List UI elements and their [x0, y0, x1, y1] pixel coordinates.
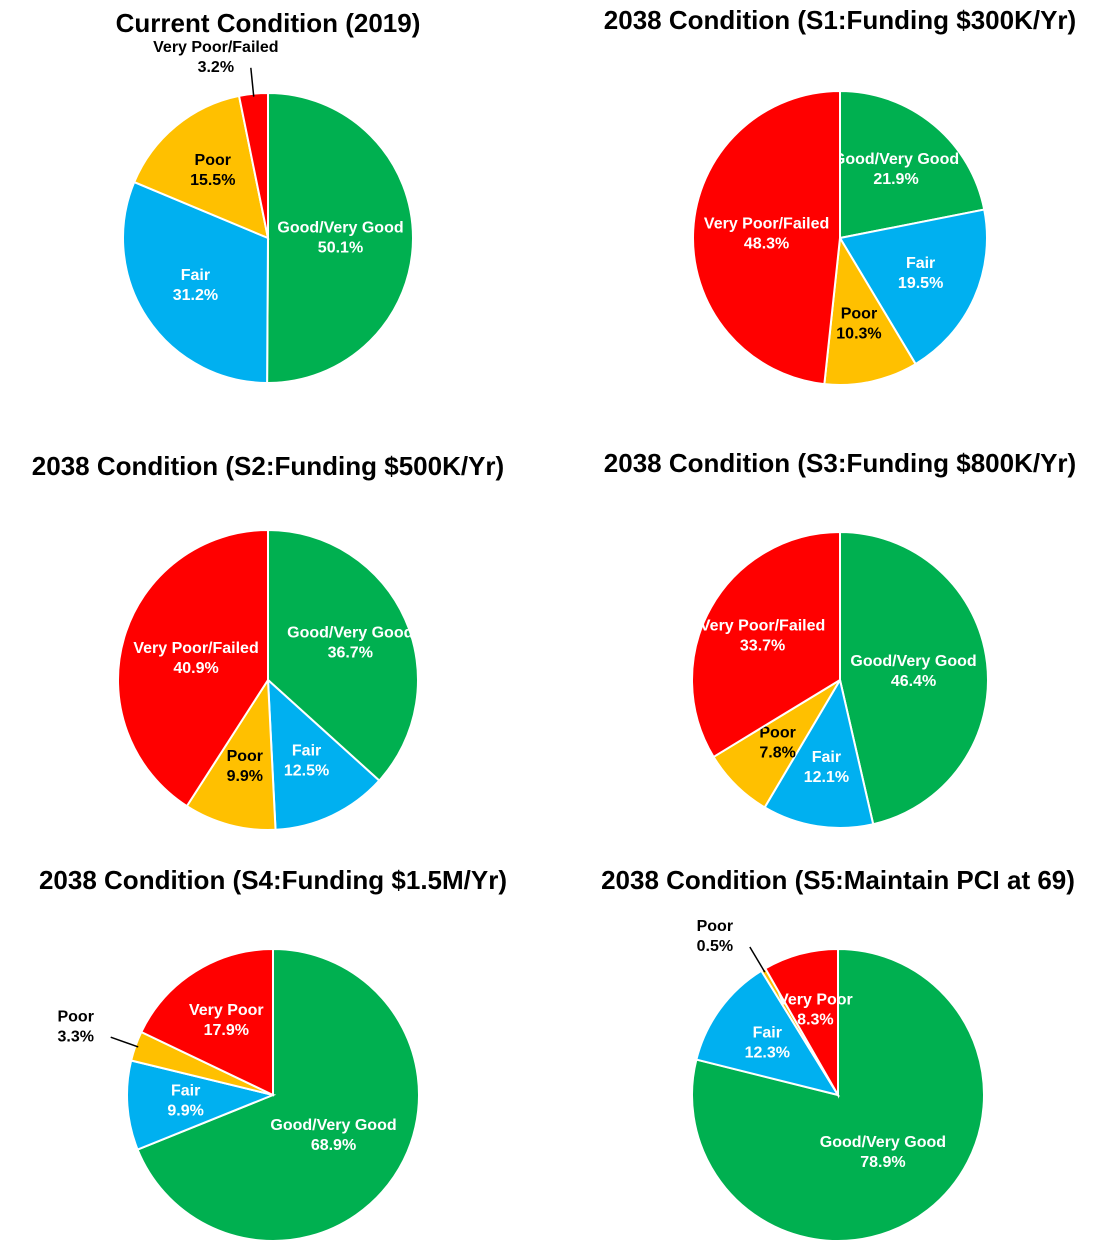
slice-value-label: 46.4% [891, 673, 936, 690]
slice-value-label: 17.9% [204, 1022, 249, 1039]
pie-slice [136, 947, 420, 1242]
pie-slice [126, 1059, 277, 1151]
slice-value-label: 3.2% [198, 59, 234, 76]
slice-category: Good/Very Good [833, 151, 959, 168]
slice-value-label: 3.3% [57, 1028, 93, 1045]
slice-value-label: 40.9% [173, 660, 218, 677]
slice-category: Poor [227, 748, 263, 765]
slice-value-label: 50.1% [318, 239, 363, 256]
slice-value-label: 36.7% [328, 645, 373, 662]
slice-category: Very Poor/Failed [704, 215, 829, 232]
slice-category: Poor [57, 1008, 93, 1025]
slice-value-label: 10.3% [836, 325, 881, 342]
pie-slice [117, 528, 269, 808]
slice-value-label: 68.9% [311, 1137, 356, 1154]
pie-slice [132, 94, 270, 240]
pie-slice [266, 677, 381, 831]
pie-chart: 2038 Condition (S1:Funding $300K/Yr) Good… [604, 5, 1076, 386]
slice-category: Fair [812, 749, 841, 766]
chart-title: 2038 Condition (S2:Funding $500K/Yr) [32, 451, 504, 481]
pie-slice [122, 180, 270, 385]
slice-category: Good/Very Good [287, 625, 413, 642]
slice-category: Very Poor [778, 992, 853, 1009]
slice-value-label: 9.9% [167, 1103, 203, 1120]
pie-slice [267, 528, 419, 783]
slice-value-label: 12.1% [804, 769, 849, 786]
slice-value-label: 9.9% [227, 768, 263, 785]
slice-value-label: 0.5% [697, 938, 733, 955]
slice-value-label: 12.3% [745, 1045, 790, 1062]
slice-category: Good/Very Good [850, 653, 976, 670]
chart-title: 2038 Condition (S3:Funding $800K/Yr) [604, 448, 1076, 478]
pie-chart: 2038 Condition (S3:Funding $800K/Yr) Good… [604, 448, 1076, 829]
leader-line [110, 1036, 139, 1048]
slice-category: Good/Very Good [277, 219, 403, 236]
slice-value-label: 12.5% [284, 763, 329, 780]
pie-slice [823, 234, 917, 386]
slice-category: Poor [841, 305, 877, 322]
pie-slice [695, 969, 841, 1097]
slice-category: Good/Very Good [820, 1134, 946, 1151]
chart-title: 2038 Condition (S5:Maintain PCI at 69) [601, 865, 1075, 895]
slice-category: Poor [195, 152, 231, 169]
slice-category: Poor [697, 918, 733, 935]
leader-line [250, 67, 255, 97]
pie-slice [691, 530, 841, 759]
slice-value-label: 7.8% [759, 744, 795, 761]
chart-title: 2038 Condition (S4:Funding $1.5M/Yr) [39, 865, 507, 895]
slice-value-label: 21.9% [873, 171, 918, 188]
pie-slice [839, 530, 989, 826]
slice-category: Very Poor/Failed [133, 640, 258, 657]
slice-category: Fair [171, 1083, 200, 1100]
slice-value-label: 31.2% [173, 287, 218, 304]
slice-value-label: 33.7% [740, 638, 785, 655]
pie-slice [266, 91, 415, 384]
pie-slice [692, 89, 841, 386]
slice-category: Fair [753, 1025, 782, 1042]
slice-value-label: 15.5% [190, 172, 235, 189]
slice-category: Very Poor/Failed [700, 618, 825, 635]
slice-category: Very Poor/Failed [153, 39, 278, 56]
chart-title: 2038 Condition (S1:Funding $300K/Yr) [604, 5, 1076, 35]
slice-value-label: 78.9% [860, 1154, 905, 1171]
pie-slice [763, 677, 875, 829]
slice-category: Fair [906, 255, 935, 272]
chart-title: Current Condition (2019) [116, 8, 421, 38]
pie-slice [763, 947, 839, 1099]
slice-value-label: 19.5% [898, 275, 943, 292]
slice-category: Very Poor [189, 1002, 264, 1019]
slice-category: Good/Very Good [270, 1117, 396, 1134]
pie-slice [839, 89, 986, 240]
slice-category: Poor [759, 724, 795, 741]
pie-chart: Current Condition (2019) Good/Very Good 50… [116, 8, 421, 385]
slice-value-label: 8.3% [797, 1012, 833, 1029]
pie-slice [838, 208, 988, 366]
pie-slice [139, 947, 274, 1097]
slice-category: Fair [181, 267, 210, 284]
pie-chart: 2038 Condition (S2:Funding $500K/Yr) Good… [32, 451, 504, 831]
pie-chart: 2038 Condition (S4:Funding $1.5M/Yr) Good… [39, 865, 507, 1242]
slice-value-label: 48.3% [744, 235, 789, 252]
pie-slice [185, 676, 277, 831]
slice-category: Fair [292, 743, 321, 760]
leader-line [749, 946, 766, 973]
pie-chart: 2038 Condition (S5:Maintain PCI at 69) Go… [601, 865, 1075, 1242]
